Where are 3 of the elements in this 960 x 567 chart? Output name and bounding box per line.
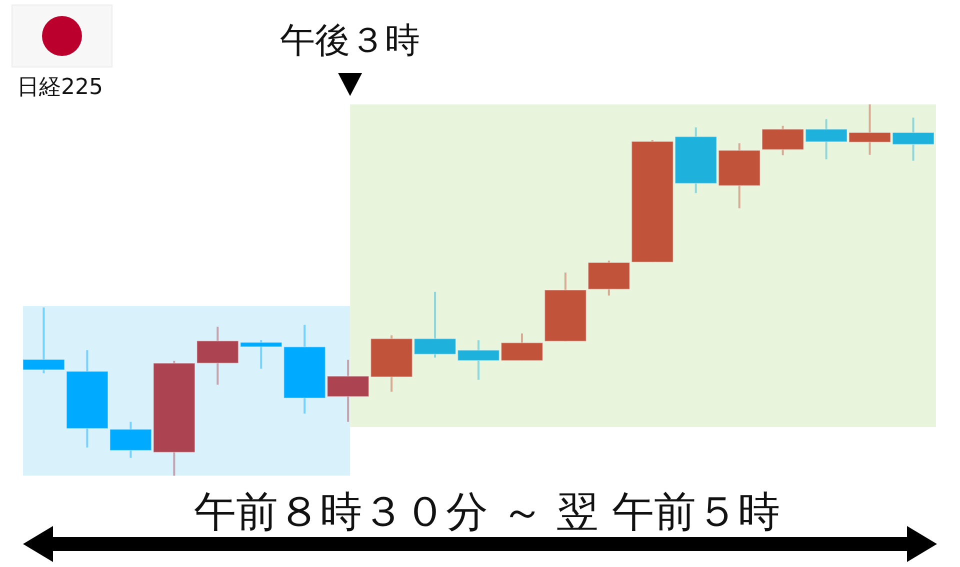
text: 午後３時 bbox=[280, 21, 420, 61]
x-axis-title: 午前８時３０分 ～ 翌 午前５時 bbox=[194, 487, 780, 536]
chart-title: 日経225 bbox=[17, 75, 103, 100]
